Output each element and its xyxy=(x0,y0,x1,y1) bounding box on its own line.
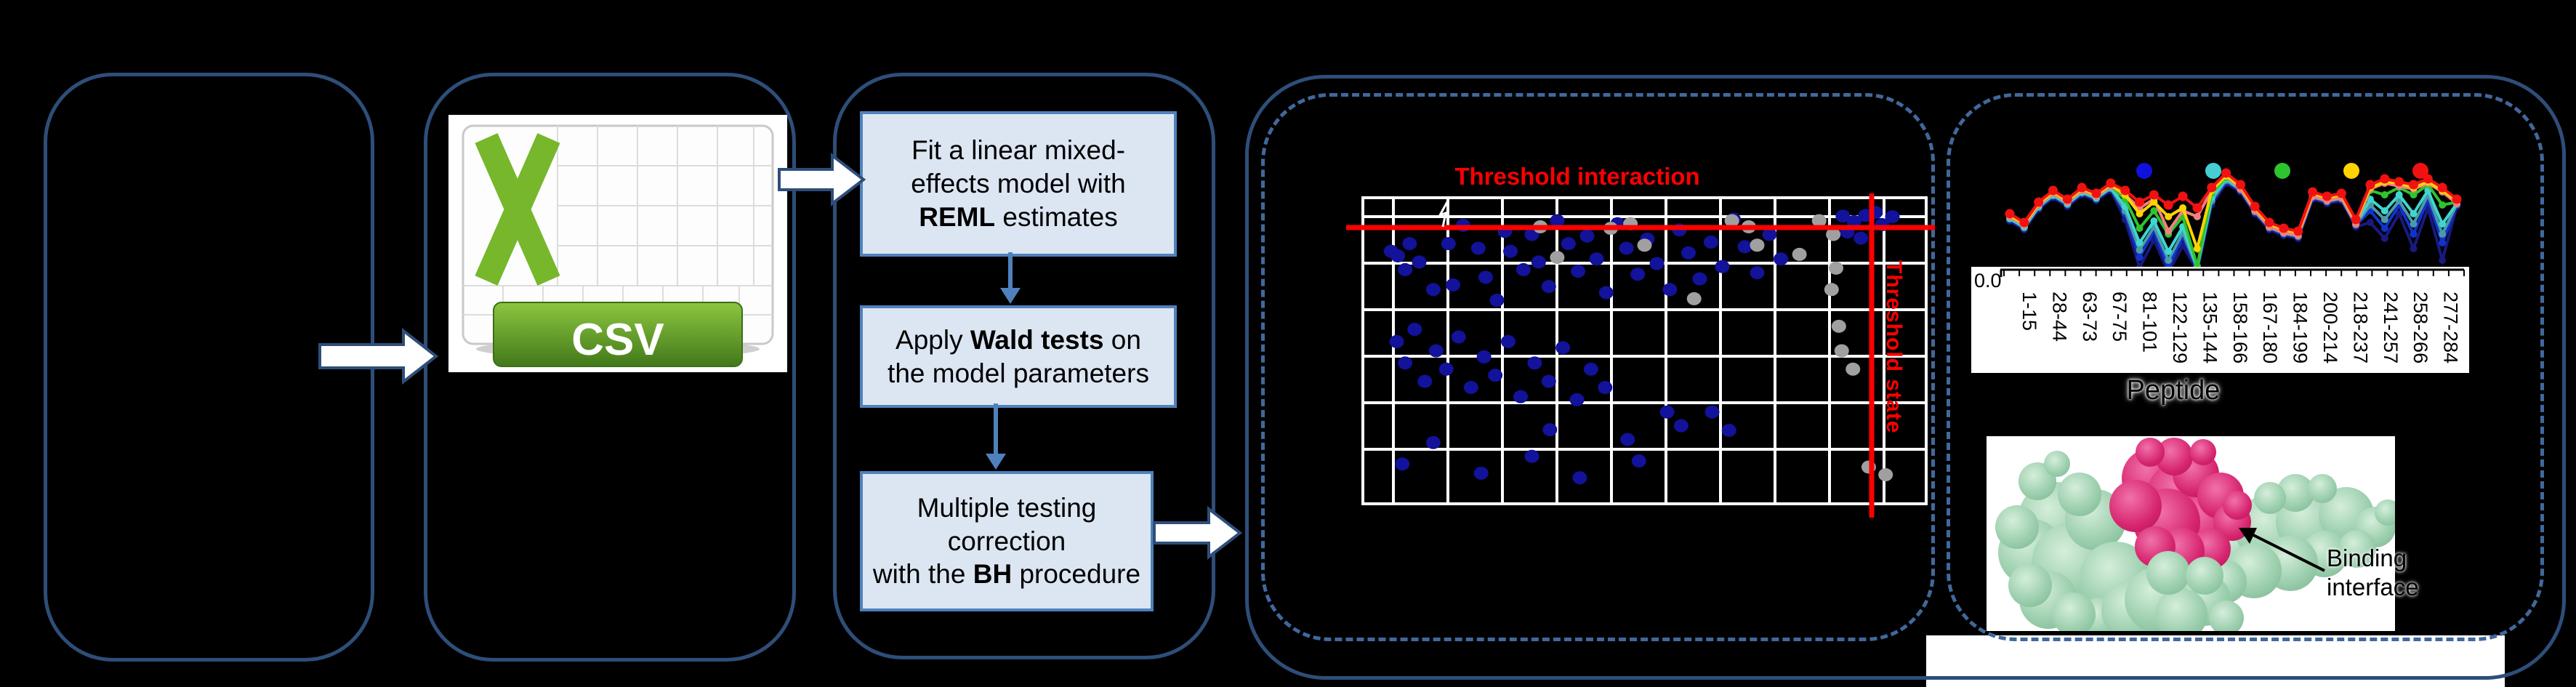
protein-green-overlap xyxy=(2146,551,2223,595)
peptide-tick-label: 122-129 xyxy=(2169,292,2191,364)
flowbox-bh-text: Multiple testing correction with the BH pr… xyxy=(872,492,1141,590)
peptide-tick-label: 1-15 xyxy=(2018,292,2040,332)
peptide-tick-label: 63-73 xyxy=(2078,292,2101,342)
threshold-state-label: Threshold state xyxy=(1882,260,1906,434)
flowbox-reml-text: Fit a linear mixed-effects model with REM… xyxy=(911,135,1126,232)
peptide-tick-label: 184-199 xyxy=(2289,292,2311,364)
flowbox-bh: Multiple testing correction with the BH pr… xyxy=(860,471,1154,611)
panel-hdx-dashed xyxy=(1947,93,2544,641)
peptide-tick-label: 167-180 xyxy=(2259,292,2282,364)
peptide-axis-line xyxy=(2000,268,2465,277)
protein-structure-figure: Binding interface xyxy=(1987,436,2419,631)
protein-green-surface xyxy=(1995,451,2395,631)
flowbox-wald-text: Apply Wald tests on the model parameters xyxy=(887,324,1149,388)
arrow-step3-to-results xyxy=(1153,505,1243,561)
binding-interface-label: Binding interface xyxy=(2327,544,2487,602)
panel-scatter-dashed xyxy=(1261,93,1935,641)
arrow-step1-to-step2 xyxy=(318,327,439,385)
binding-interface-arrow xyxy=(2239,528,2325,572)
flowbox-wald: Apply Wald tests on the model parameters xyxy=(860,305,1177,408)
peptide-tick-label: 135-144 xyxy=(2199,292,2221,364)
cursor-artifact-icon xyxy=(1437,200,1449,228)
flow-connectors xyxy=(986,252,1021,470)
peptide-tick-label: 277-284 xyxy=(2439,292,2462,364)
binding-label-line2: interface xyxy=(2327,574,2419,600)
uptake-line-chart xyxy=(2005,163,2462,276)
csv-banner xyxy=(493,302,743,367)
y-tick-label: 0.0 xyxy=(1974,270,2002,292)
flowbox-reml: Fit a linear mixed-effects model with REM… xyxy=(860,111,1177,257)
peptide-tick-label: 81-101 xyxy=(2138,292,2161,353)
peptide-tick-label: 258-266 xyxy=(2410,292,2432,364)
peptide-tick-label: 28-44 xyxy=(2048,292,2071,342)
csv-file-icon: CSV xyxy=(448,115,787,372)
binding-label-line1: Binding xyxy=(2327,545,2407,571)
panel-step3-stats xyxy=(833,73,1215,659)
peptide-tick-label: 241-257 xyxy=(2379,292,2402,364)
peptide-axis-strip: 0.0 1-15 28-44 63-73 67-75 81-101 122-129 135-… xyxy=(1971,267,2469,373)
arrow-step2-to-step3 xyxy=(778,152,866,207)
threshold-scatter-plot xyxy=(1346,193,1935,518)
peptide-tick-label: 158-166 xyxy=(2229,292,2251,364)
peptide-axis-title: Peptide xyxy=(2126,375,2221,406)
peptide-tick-label: 218-237 xyxy=(2349,292,2372,364)
panel-results-outer xyxy=(1245,75,2566,680)
protein-pink-peptide-surface xyxy=(2109,438,2252,574)
protein-surface-render xyxy=(1995,438,2395,631)
scatter-title: Threshold interaction xyxy=(1454,163,1700,190)
excel-x-glyph xyxy=(475,133,560,286)
panel-step2-csv xyxy=(424,73,796,662)
peptide-tick-label: 67-75 xyxy=(2109,292,2131,342)
peptide-tick-label: 200-214 xyxy=(2319,292,2341,364)
csv-banner-label: CSV xyxy=(571,315,664,365)
